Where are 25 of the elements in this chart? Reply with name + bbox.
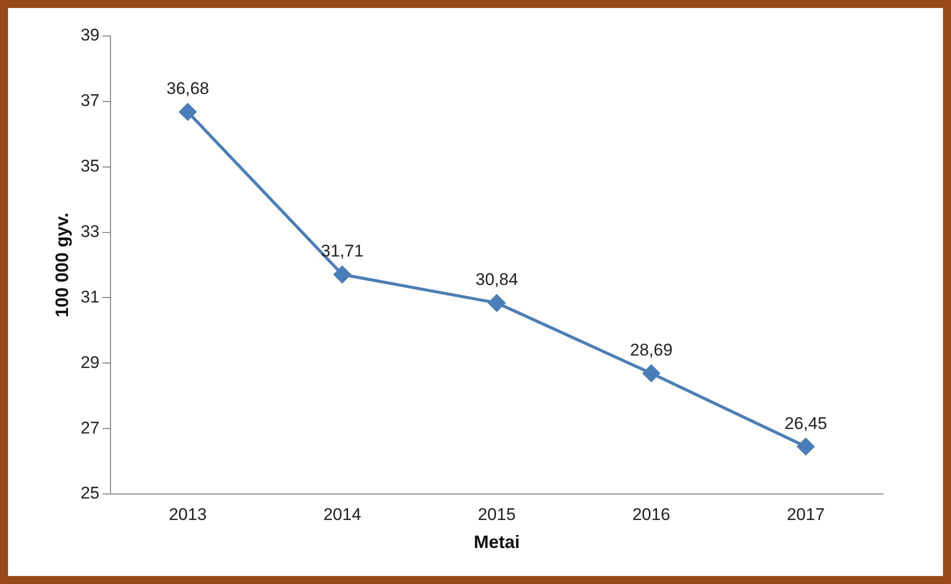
x-axis-title: Metai [474, 532, 520, 552]
y-tick-label: 37 [80, 91, 100, 110]
data-label: 36,68 [166, 79, 210, 98]
x-tick-label: 2015 [478, 504, 516, 524]
y-tick-label: 29 [80, 352, 100, 372]
x-tick-label: 2013 [168, 504, 207, 524]
y-tick-label: 27 [80, 418, 100, 438]
x-tick-label: 2014 [323, 504, 362, 524]
point [488, 294, 506, 312]
y-tick-label: 39 [80, 26, 100, 45]
data-label: 28,69 [630, 340, 673, 360]
point [642, 364, 660, 382]
data-label: 26,45 [784, 414, 828, 433]
x-tick-label: 2016 [632, 504, 670, 524]
y-tick-label: 25 [80, 484, 100, 503]
y-axis-title: 100 000 gyv. [52, 212, 72, 318]
point [797, 438, 814, 456]
data-label: 31,71 [320, 242, 364, 261]
data-label: 30,84 [475, 270, 518, 290]
y-tick-label: 33 [80, 222, 100, 241]
x-tick-label: 2017 [786, 504, 825, 524]
point [334, 266, 351, 283]
y-tick-label: 31 [80, 287, 100, 306]
y-tick-label: 35 [80, 156, 100, 176]
point [179, 103, 196, 120]
